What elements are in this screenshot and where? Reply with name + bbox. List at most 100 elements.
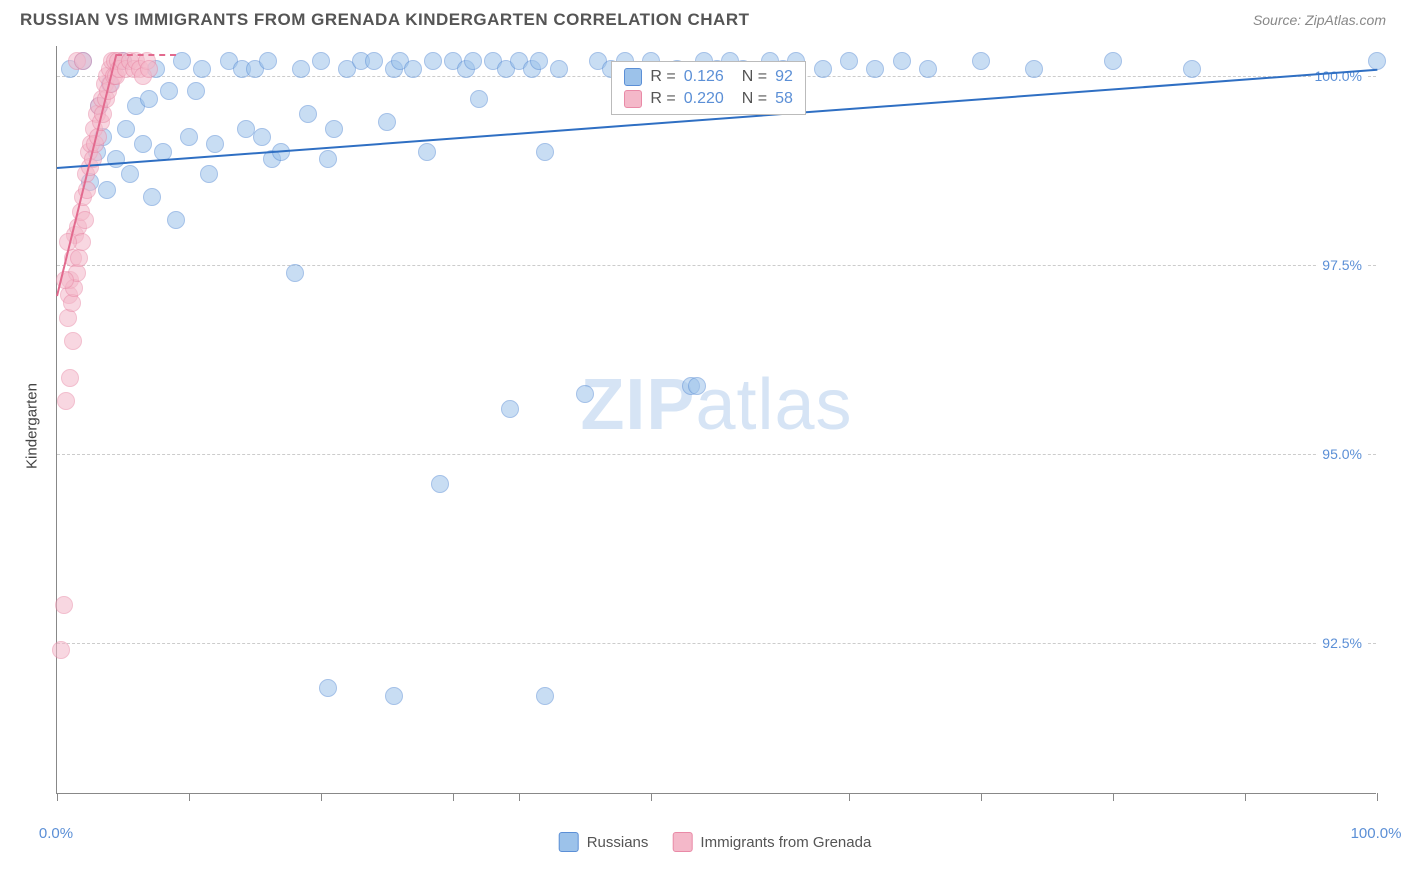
data-point (840, 52, 858, 70)
data-point (424, 52, 442, 70)
data-point (187, 82, 205, 100)
stats-row: R = 0.220 N = 58 (612, 88, 805, 110)
data-point (576, 385, 594, 403)
data-point (385, 687, 403, 705)
data-point (140, 60, 158, 78)
stat-n-label: N = (742, 90, 767, 108)
x-tick (981, 793, 982, 801)
legend-swatch (672, 832, 692, 852)
watermark-bold: ZIP (580, 365, 695, 445)
data-point (378, 113, 396, 131)
legend-swatch (559, 832, 579, 852)
series-swatch (624, 90, 642, 108)
legend-label: Immigrants from Grenada (700, 834, 871, 851)
data-point (325, 120, 343, 138)
y-tick-label: 97.5% (1318, 257, 1366, 273)
data-point (167, 211, 185, 229)
watermark: ZIPatlas (580, 364, 852, 446)
data-point (418, 143, 436, 161)
stat-r-value: 0.220 (684, 90, 724, 108)
legend-label: Russians (587, 834, 649, 851)
data-point (193, 60, 211, 78)
x-tick-label: 100.0% (1351, 825, 1402, 842)
data-point (972, 52, 990, 70)
data-point (365, 52, 383, 70)
source-prefix: Source: (1253, 12, 1305, 28)
data-point (431, 475, 449, 493)
source-attribution: Source: ZipAtlas.com (1253, 12, 1386, 28)
data-point (299, 105, 317, 123)
trend-line (116, 54, 175, 56)
legend-item: Immigrants from Grenada (672, 832, 871, 852)
data-point (1025, 60, 1043, 78)
data-point (140, 90, 158, 108)
data-point (134, 135, 152, 153)
data-point (200, 165, 218, 183)
x-tick (1113, 793, 1114, 801)
data-point (253, 128, 271, 146)
gridline (57, 454, 1376, 455)
data-point (292, 60, 310, 78)
chart-title: RUSSIAN VS IMMIGRANTS FROM GRENADA KINDE… (20, 10, 750, 30)
x-tick (651, 793, 652, 801)
data-point (160, 82, 178, 100)
stat-n-label: N = (742, 68, 767, 86)
data-point (173, 52, 191, 70)
data-point (64, 332, 82, 350)
data-point (143, 188, 161, 206)
data-point (52, 641, 70, 659)
data-point (464, 52, 482, 70)
x-tick (849, 793, 850, 801)
data-point (893, 52, 911, 70)
data-point (470, 90, 488, 108)
x-tick-label: 0.0% (39, 825, 73, 842)
gridline (57, 265, 1376, 266)
chart-container: Kindergarten ZIPatlas 100.0%97.5%95.0%92… (40, 46, 1390, 806)
data-point (117, 120, 135, 138)
gridline (57, 643, 1376, 644)
plot-area: ZIPatlas 100.0%97.5%95.0%92.5%R =0.126N … (56, 46, 1376, 794)
data-point (312, 52, 330, 70)
data-point (866, 60, 884, 78)
stat-r-value: 0.126 (684, 68, 724, 86)
data-point (57, 392, 75, 410)
data-point (1368, 52, 1386, 70)
data-point (530, 52, 548, 70)
watermark-rest: atlas (695, 365, 852, 445)
stats-row: R = 0.126 N = 92 (612, 66, 805, 88)
legend: Russians Immigrants from Grenada (559, 832, 872, 852)
data-point (61, 369, 79, 387)
data-point (688, 377, 706, 395)
stats-box: R = 0.126 N = 92 R = 0.220 N = 58 (611, 61, 806, 115)
source-name: ZipAtlas.com (1305, 12, 1386, 28)
y-axis-label: Kindergarten (24, 383, 41, 469)
data-point (501, 400, 519, 418)
stat-r-label: R = (650, 90, 675, 108)
data-point (121, 165, 139, 183)
data-point (76, 211, 94, 229)
stat-n-value: 92 (775, 68, 793, 86)
y-tick-label: 92.5% (1318, 635, 1366, 651)
series-swatch (624, 68, 642, 86)
x-tick (1245, 793, 1246, 801)
x-tick (1377, 793, 1378, 801)
data-point (259, 52, 277, 70)
x-tick (453, 793, 454, 801)
data-point (319, 679, 337, 697)
stat-r-label: R = (650, 68, 675, 86)
chart-header: RUSSIAN VS IMMIGRANTS FROM GRENADA KINDE… (0, 0, 1406, 38)
data-point (1183, 60, 1201, 78)
data-point (319, 150, 337, 168)
x-tick (321, 793, 322, 801)
x-tick (189, 793, 190, 801)
data-point (59, 309, 77, 327)
legend-item: Russians (559, 832, 649, 852)
data-point (536, 687, 554, 705)
data-point (286, 264, 304, 282)
data-point (550, 60, 568, 78)
stat-n-value: 58 (775, 90, 793, 108)
data-point (1104, 52, 1122, 70)
x-tick (519, 793, 520, 801)
data-point (404, 60, 422, 78)
data-point (536, 143, 554, 161)
